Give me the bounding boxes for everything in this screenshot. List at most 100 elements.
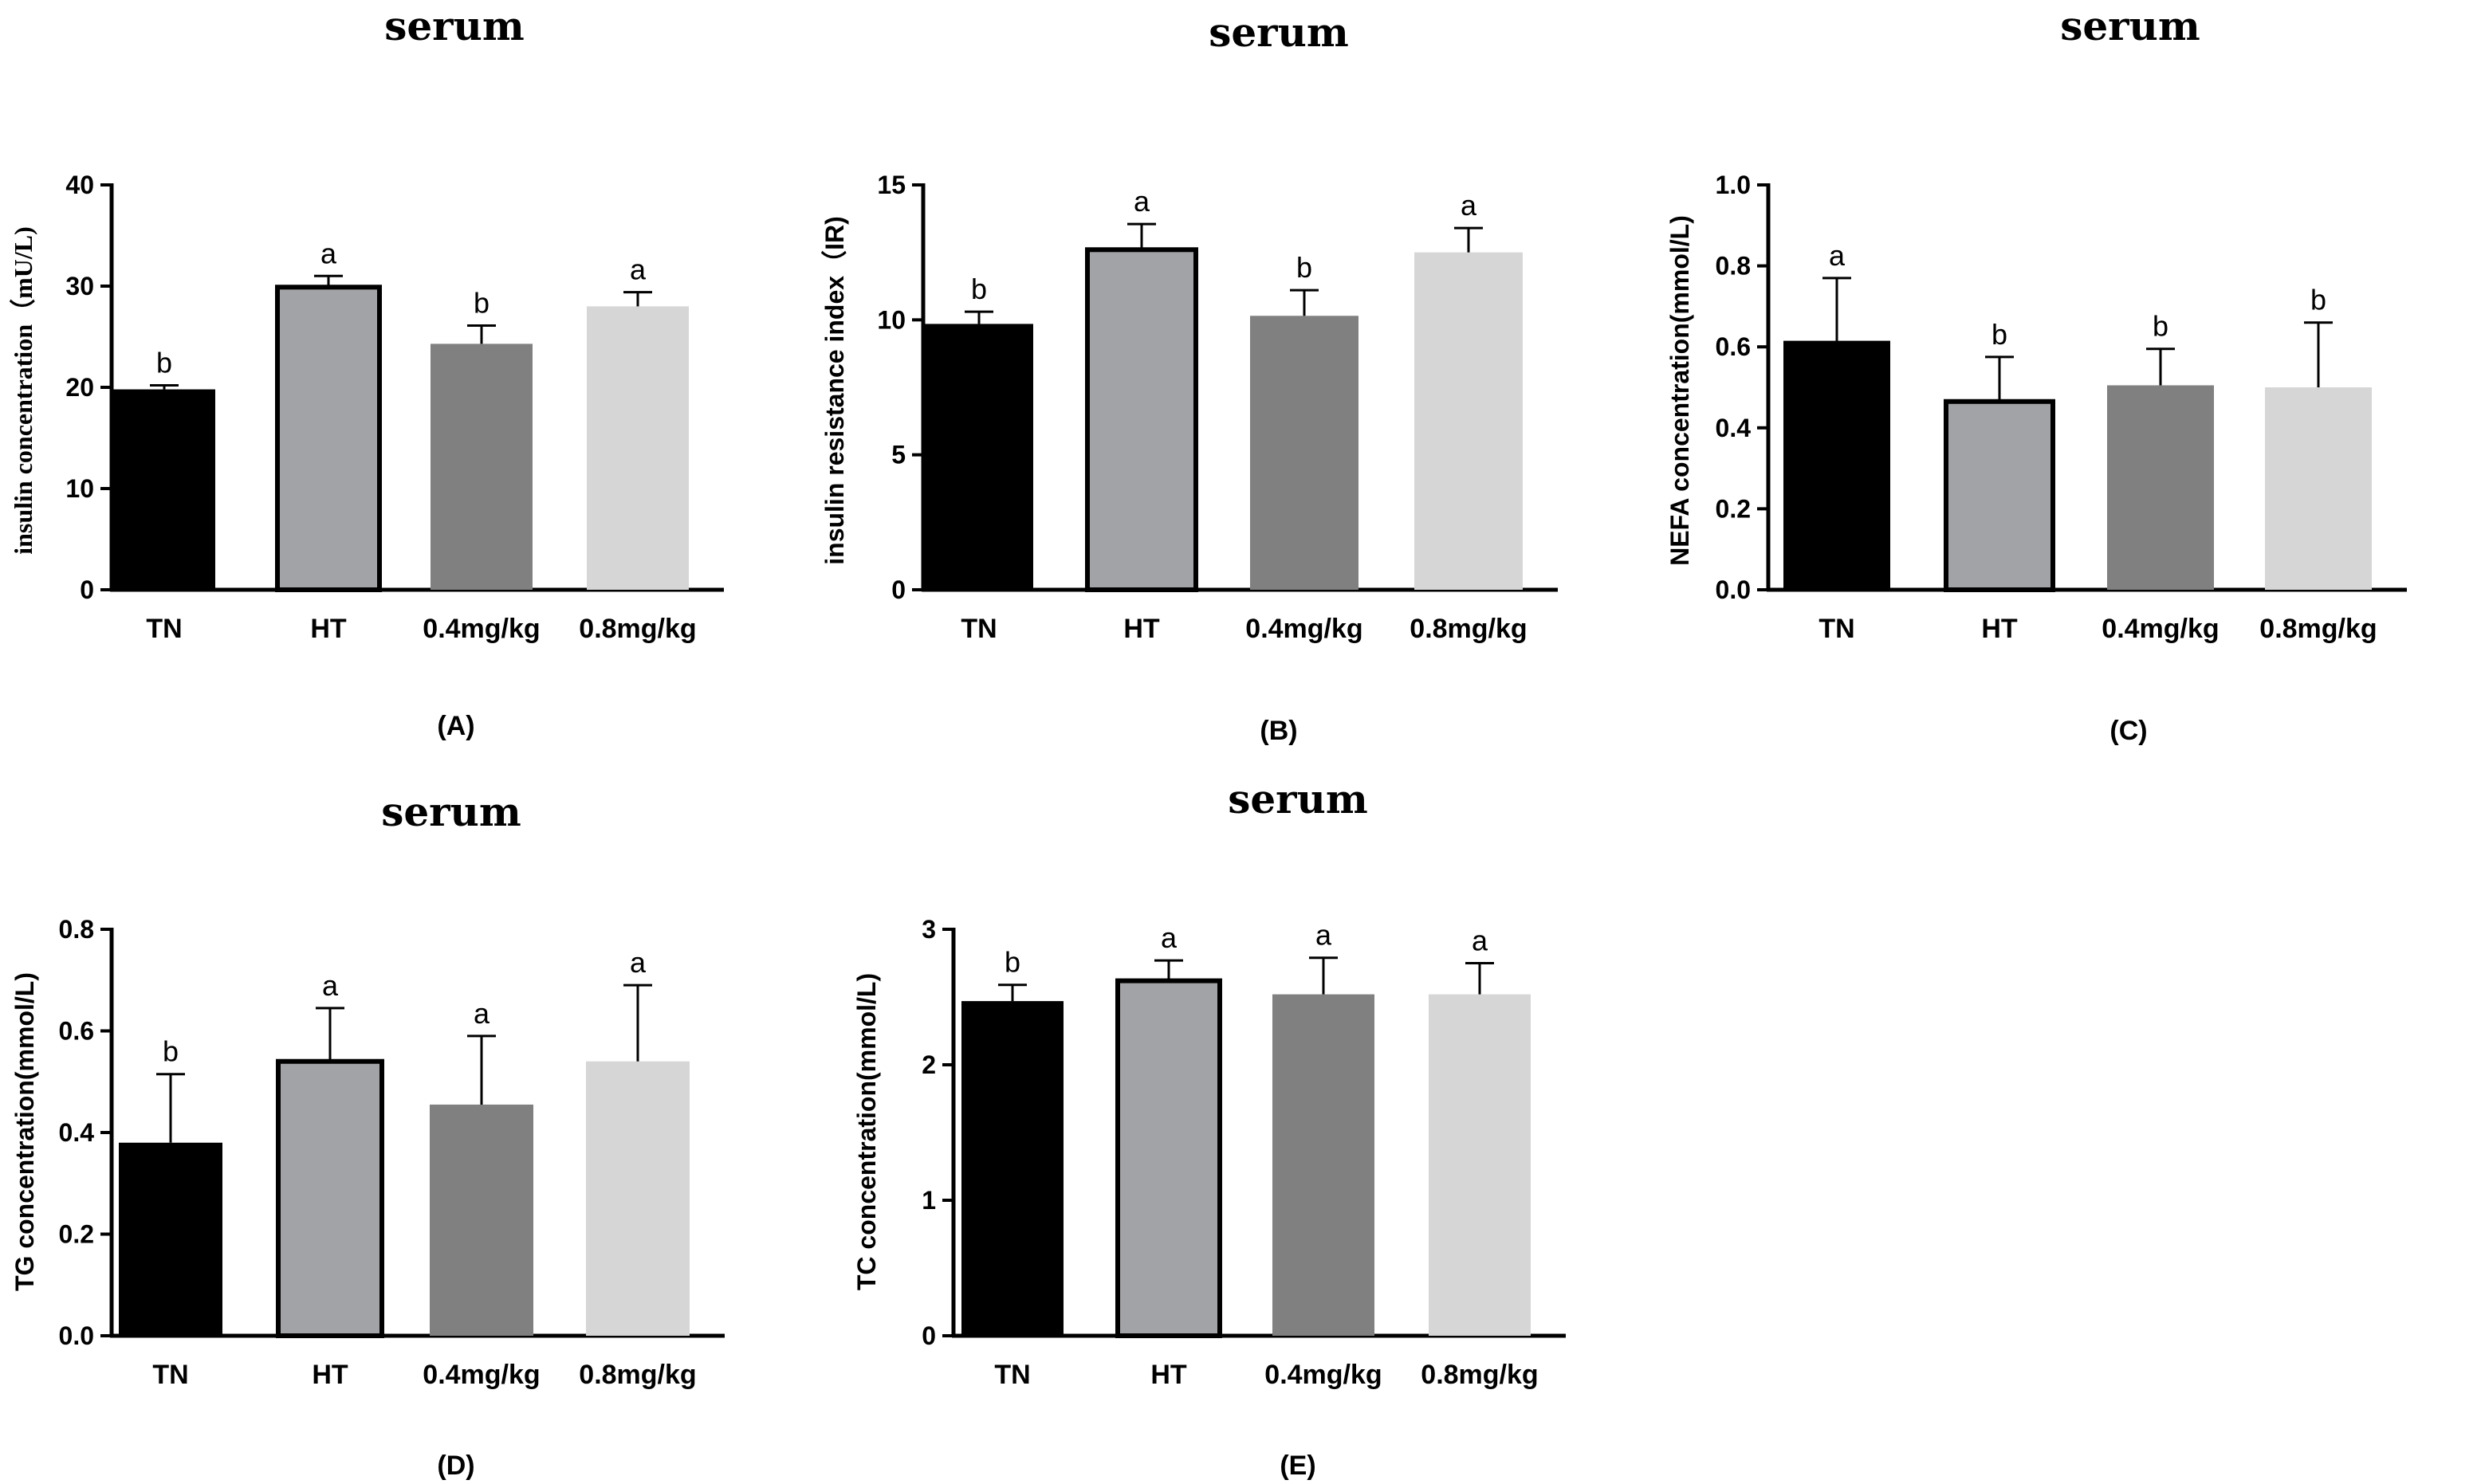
significance-letter: b <box>2310 284 2326 316</box>
chart-panel-c: serum NEFA concentration(mmol/L) (C) <box>1665 2 2200 746</box>
panel-label: (C) <box>2109 716 2147 746</box>
bar-08mgkg <box>586 1061 690 1336</box>
y-tick-label: 0.4 <box>59 1118 95 1147</box>
significance-letter: b <box>2153 310 2168 343</box>
x-tick-label: TN <box>1818 614 1854 644</box>
plot-2: 0.0 0.2 0.4 0.6 0.8 1.0 a TN b HT b 0.4mg/kg b 0.8mg/… <box>1716 171 2407 644</box>
significance-letter: b <box>156 346 172 379</box>
bar-08mgkg <box>1414 252 1523 590</box>
x-tick-label: TN <box>994 1360 1030 1390</box>
plot-4: 0 1 2 3 b TN a HT a 0.4mg/kg a 0.8mg/kg <box>922 915 1566 1390</box>
x-tick-label: HT <box>310 614 347 644</box>
chart-title: serum <box>2060 2 2200 49</box>
y-axis-label: TG concentration(mmol/L) <box>10 972 39 1291</box>
y-tick-label: 5 <box>891 441 906 469</box>
x-tick-label: 0.8mg/kg <box>579 1360 696 1390</box>
significance-letter: a <box>474 997 490 1030</box>
x-tick-label: 0.8mg/kg <box>1421 1360 1538 1390</box>
y-tick-label: 40 <box>65 171 94 199</box>
bar-tn <box>113 389 215 590</box>
y-axis-label: insulin resistance index（IR) <box>820 216 849 564</box>
x-tick-label: 0.8mg/kg <box>1410 614 1527 644</box>
y-tick-label: 30 <box>65 272 94 300</box>
y-tick-label: 0.6 <box>59 1017 94 1046</box>
y-axis-label: TC concentration(mmol/L) <box>852 973 881 1290</box>
y-tick-label: 10 <box>877 305 906 334</box>
bar-ht <box>1085 247 1198 592</box>
significance-letter: a <box>630 946 647 979</box>
significance-letter: a <box>1161 921 1178 954</box>
significance-letter: b <box>1296 251 1312 284</box>
y-tick-label: 0.4 <box>1716 414 1752 442</box>
x-tick-label: 0.4mg/kg <box>2102 614 2219 644</box>
y-tick-label: 1 <box>922 1186 936 1215</box>
significance-letter: a <box>1134 185 1150 218</box>
bar-04mgkg <box>2107 385 2214 590</box>
x-tick-label: 0.8mg/kg <box>579 614 696 644</box>
bar-tn <box>925 324 1033 590</box>
plot-0: 0 10 20 30 40 b TN a HT b 0.4mg/kg a 0.8mg/kg <box>65 171 724 644</box>
chart-panel-a: serum insulin concentration（mU/L) (A) <box>9 2 525 741</box>
x-tick-label: 0.4mg/kg <box>1264 1360 1382 1390</box>
significance-letter: a <box>322 969 339 1002</box>
significance-letter: b <box>474 287 490 320</box>
panel-label: (D) <box>437 1451 474 1481</box>
chart-title: serum <box>381 788 521 835</box>
significance-letter: b <box>1005 946 1020 979</box>
significance-letter: a <box>320 237 337 269</box>
y-tick-label: 0 <box>80 575 94 604</box>
significance-letter: a <box>1472 925 1488 957</box>
chart-panel-d: serum TG concentration(mmol/L) (D) <box>10 788 521 1481</box>
y-tick-label: 1.0 <box>1716 171 1751 199</box>
significance-letter: a <box>630 253 647 286</box>
y-tick-label: 0.0 <box>59 1321 94 1350</box>
significance-letter: a <box>1315 919 1332 952</box>
bar-04mgkg <box>430 1104 533 1336</box>
y-tick-label: 0.2 <box>59 1220 94 1249</box>
bar-ht <box>276 1058 384 1338</box>
bar-04mgkg <box>431 344 533 590</box>
bar-ht <box>275 285 382 592</box>
chart-title: serum <box>384 2 525 49</box>
significance-letter: a <box>1461 189 1477 222</box>
y-tick-label: 3 <box>922 915 936 944</box>
y-axis-label: NEFA concentration(mmol/L) <box>1665 215 1694 566</box>
significance-letter: a <box>1829 239 1846 272</box>
x-tick-label: 0.4mg/kg <box>423 1360 540 1390</box>
y-tick-label: 0 <box>922 1321 936 1350</box>
y-tick-label: 2 <box>922 1050 936 1079</box>
bar-08mgkg <box>1429 994 1531 1336</box>
bar-04mgkg <box>1272 994 1374 1336</box>
x-tick-label: 0.4mg/kg <box>423 614 540 644</box>
significance-letter: b <box>163 1035 179 1068</box>
y-tick-label: 0.2 <box>1716 494 1751 523</box>
plot-3: 0.0 0.2 0.4 0.6 0.8 b TN a HT a 0.4mg/kg a 0.8mg/kg <box>59 915 725 1390</box>
bar-08mgkg <box>2265 387 2372 590</box>
y-tick-label: 20 <box>65 373 94 402</box>
chart-panel-e: serum TC concentration(mmol/L) (E) <box>852 775 1368 1481</box>
chart-title: serum <box>1228 775 1368 822</box>
significance-letter: b <box>1991 318 2007 351</box>
y-tick-label: 0.6 <box>1716 332 1751 361</box>
bar-ht <box>1115 978 1222 1338</box>
x-tick-label: HT <box>1150 1360 1187 1390</box>
x-tick-label: TN <box>961 614 997 644</box>
chart-panel-b: serum insulin resistance index（IR) (B) <box>820 9 1349 746</box>
bar-tn <box>1783 340 1890 590</box>
bar-tn <box>961 1001 1064 1336</box>
plot-1: 0 5 10 15 b TN a HT b 0.4mg/kg a 0.8mg/kg <box>877 171 1558 644</box>
x-tick-label: TN <box>146 614 182 644</box>
x-tick-label: 0.8mg/kg <box>2259 614 2377 644</box>
y-axis-label: insulin concentration（mU/L) <box>9 226 37 555</box>
panel-label: (E) <box>1280 1451 1315 1481</box>
x-tick-label: HT <box>312 1360 348 1390</box>
y-tick-label: 10 <box>65 474 94 503</box>
bar-04mgkg <box>1250 316 1358 590</box>
y-tick-label: 0.0 <box>1716 575 1751 604</box>
x-tick-label: HT <box>1981 614 2018 644</box>
y-tick-label: 0 <box>891 575 906 604</box>
panel-label: (A) <box>437 711 474 741</box>
y-tick-label: 0.8 <box>59 915 94 944</box>
significance-letter: b <box>971 273 987 305</box>
